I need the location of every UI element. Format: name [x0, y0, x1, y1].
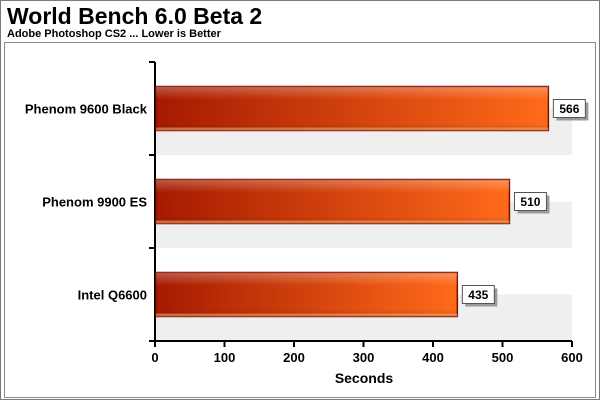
value-label: 435	[468, 288, 488, 302]
x-axis-label: Seconds	[335, 370, 394, 386]
value-label-box	[552, 99, 586, 118]
value-label-box	[461, 285, 495, 304]
x-tick-label: 500	[492, 350, 514, 365]
bar-shine	[156, 86, 549, 131]
x-tick-label: 0	[151, 350, 158, 365]
axes	[149, 61, 573, 347]
x-tick-label: 300	[353, 350, 375, 365]
value-label: 510	[520, 195, 540, 209]
x-tick-label: 200	[283, 350, 305, 365]
chart-subtitle: Adobe Photoshop CS2 ... Lower is Better	[7, 28, 221, 40]
labels: 0 100 200 300 400 500 600 Phenom 9600 Black 566 P…	[25, 99, 589, 365]
bars	[155, 85, 550, 318]
bar-shine	[156, 179, 510, 224]
x-tick-label: 600	[561, 350, 583, 365]
x-tick-label: 100	[214, 350, 236, 365]
x-tick-label: 400	[422, 350, 444, 365]
chart-title: World Bench 6.0 Beta 2	[7, 3, 263, 29]
category-label: Phenom 9900 ES	[42, 195, 147, 210]
bar-highlight	[156, 313, 458, 317]
bar-highlight	[156, 127, 549, 131]
category-label: Intel Q6600	[78, 288, 147, 303]
bar-highlight	[156, 220, 510, 224]
category-label: Phenom 9600 Black	[25, 102, 148, 117]
value-label: 566	[559, 102, 579, 116]
value-label-box	[513, 192, 547, 211]
bar-shine	[156, 272, 458, 317]
